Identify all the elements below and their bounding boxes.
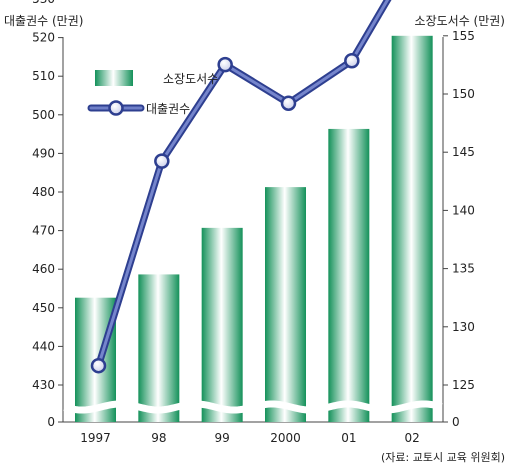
axis-break	[63, 400, 443, 414]
line-path-highlight	[97, 0, 390, 368]
legend-bar-label: 소장도서수	[163, 72, 218, 86]
legend: 소장도서수 대출권수	[87, 70, 218, 116]
bar	[328, 128, 370, 423]
x-tick-label: 98	[151, 431, 166, 445]
x-tick-label: 99	[215, 431, 230, 445]
x-axis-tick-labels: 1997 98 99 2000 01 02	[80, 431, 420, 445]
left-tick-label: 450	[32, 301, 55, 315]
left-tick-label: 510	[32, 69, 55, 83]
left-tick-label: 530	[32, 0, 55, 6]
line-point	[90, 357, 107, 374]
line-point	[344, 53, 360, 69]
left-tick-label: 460	[32, 262, 55, 276]
line-point	[217, 56, 233, 73]
bar	[391, 35, 433, 423]
axis-break-band	[63, 400, 443, 414]
line-series	[90, 0, 392, 374]
right-tick-label: 150	[452, 87, 475, 101]
right-tick-label: 140	[452, 203, 475, 217]
left-axis-label: 대출권수 (만권)	[4, 14, 83, 28]
left-tick-label: 0	[47, 415, 55, 429]
x-tick-label: 2000	[270, 431, 301, 445]
right-axis-label: 소장도서수 (만권)	[415, 14, 505, 28]
left-tick-label: 440	[32, 339, 55, 353]
source-note: (자료: 교토시 교육 위원회)	[381, 451, 505, 464]
left-tick-label: 520	[32, 31, 55, 45]
left-tick-label: 480	[32, 185, 55, 199]
left-tick-label: 430	[32, 378, 55, 392]
right-tick-label: 125	[452, 378, 475, 392]
line-point	[154, 153, 170, 169]
left-axis-ticks: 0430440450460470480490500510520530540550	[32, 0, 63, 429]
x-tick-label: 1997	[80, 431, 111, 445]
right-tick-label: 155	[452, 29, 475, 43]
left-tick-label: 500	[32, 108, 55, 122]
legend-line-marker	[108, 100, 124, 116]
bar-series	[75, 35, 433, 423]
x-tick-label: 01	[341, 431, 356, 445]
left-tick-label: 490	[32, 146, 55, 160]
right-tick-label: 0	[452, 415, 460, 429]
bar	[138, 274, 180, 422]
left-tick-label: 470	[32, 224, 55, 238]
bar	[265, 187, 306, 422]
right-tick-label: 135	[452, 262, 475, 276]
bar	[201, 227, 243, 422]
right-axis-ticks: 0 125 130 135 140 145 150 155	[443, 29, 475, 429]
x-tick-label: 02	[405, 431, 420, 445]
legend-bar-swatch	[95, 70, 133, 86]
legend-line-label: 대출권수	[146, 102, 190, 116]
right-tick-label: 130	[452, 320, 475, 334]
line-point	[280, 95, 297, 111]
right-tick-label: 145	[452, 145, 475, 159]
